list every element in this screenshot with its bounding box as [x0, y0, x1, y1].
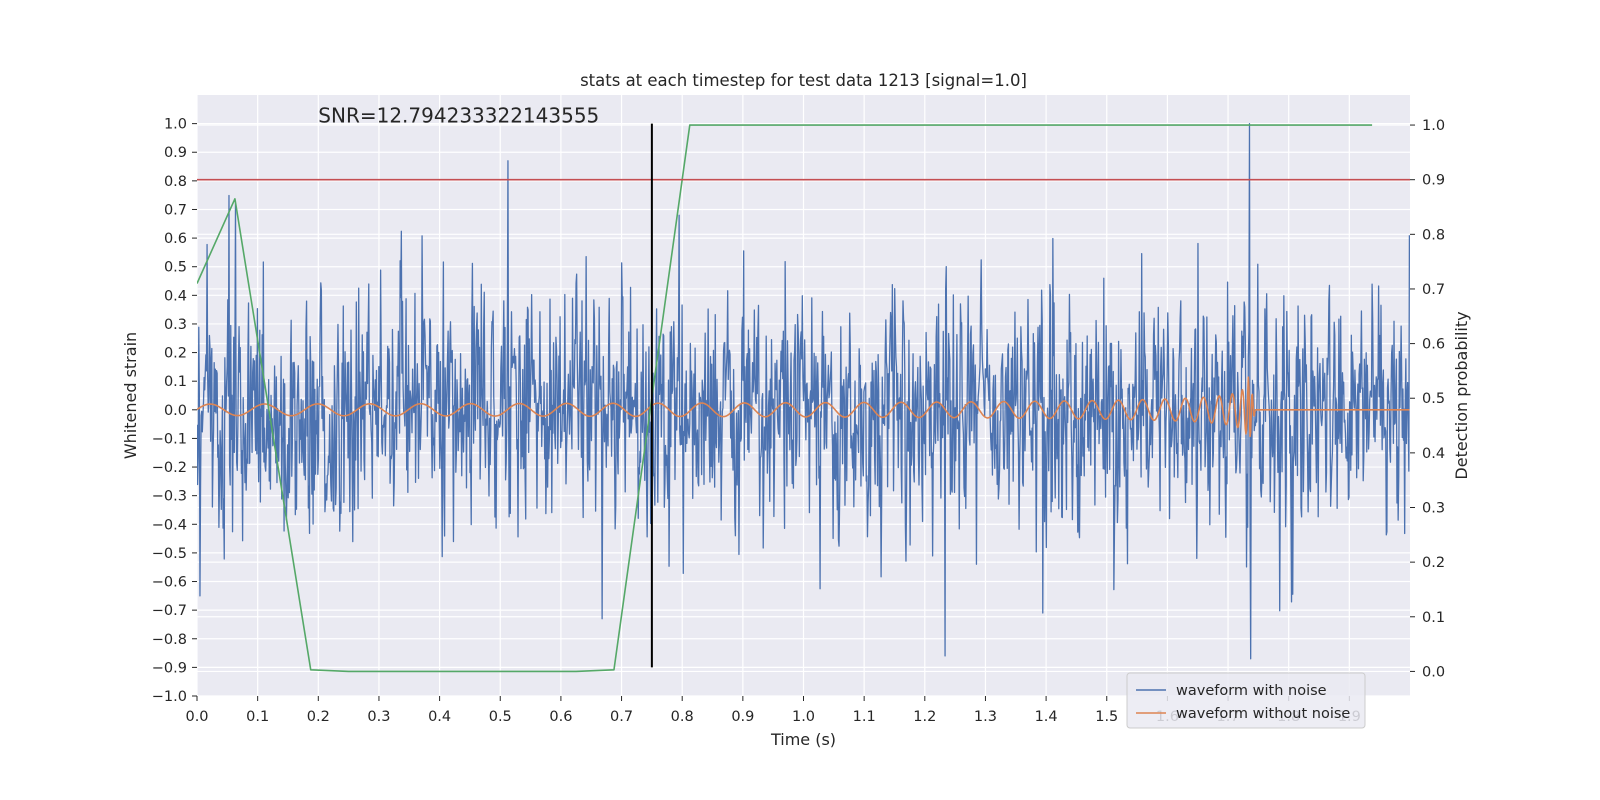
x-tick-label: 0.8 — [671, 709, 694, 725]
y-tick-label: −0.4 — [152, 517, 187, 533]
y-tick-label: 0.7 — [164, 202, 187, 218]
y-axis-label: Whitened strain — [121, 332, 140, 459]
x-tick-label: 0.4 — [428, 709, 451, 725]
y2-tick-label: 0.6 — [1422, 337, 1445, 353]
legend-label-clean: waveform without noise — [1176, 706, 1350, 722]
y2-tick-label: 0.5 — [1422, 391, 1445, 407]
y2-tick-label: 1.0 — [1422, 118, 1445, 134]
y2-tick-label: 0.4 — [1422, 446, 1445, 462]
x-tick-label: 0.9 — [731, 709, 754, 725]
y-tick-label: −1.0 — [152, 689, 187, 705]
y2-tick-label: 0.7 — [1422, 282, 1445, 298]
y-tick-label: −0.3 — [152, 489, 187, 505]
y-tick-label: 0.6 — [164, 231, 187, 247]
y-tick-label: 1.0 — [164, 117, 187, 133]
x-tick-label: 0.6 — [549, 709, 572, 725]
x-axis-label: Time (s) — [770, 730, 836, 749]
x-tick-label: 1.5 — [1095, 709, 1118, 725]
legend-box — [1126, 672, 1366, 729]
x-tick-label: 0.0 — [185, 709, 208, 725]
y-tick-label: −0.6 — [152, 575, 187, 591]
series-line-2 — [197, 124, 1373, 673]
y2-tick-label: 0.0 — [1422, 664, 1445, 680]
chart-title: stats at each timestep for test data 121… — [580, 71, 1027, 90]
x-tick-label: 0.2 — [307, 709, 330, 725]
y2-tick-label: 0.8 — [1422, 227, 1445, 243]
y-tick-label: −0.5 — [152, 546, 187, 562]
y-axis-left: −1.0 −0.9 −0.8 −0.7 −0.6 −0.5 −0.4 −0.3 −0.2 −0.1… — [152, 117, 197, 705]
legend-label-noise: waveform with noise — [1176, 683, 1327, 699]
x-tick-label: 0.7 — [610, 709, 633, 725]
x-tick-label: 1.0 — [792, 709, 815, 725]
y-tick-label: 0.3 — [164, 317, 187, 333]
y-tick-label: −0.9 — [152, 660, 187, 676]
y-tick-label: 0.0 — [164, 403, 187, 419]
y-tick-label: −0.2 — [152, 460, 187, 476]
y-tick-label: 0.9 — [164, 145, 187, 161]
legend: waveform with noise waveform without noi… — [1126, 672, 1366, 729]
series-line-1 — [197, 376, 1410, 438]
y2-axis-label: Detection probability — [1452, 311, 1471, 479]
y-tick-label: −0.7 — [152, 603, 187, 619]
y-tick-label: 0.4 — [164, 288, 187, 304]
snr-annotation: SNR=12.794233322143555 — [318, 104, 599, 128]
y2-tick-label: 0.9 — [1422, 173, 1445, 189]
x-tick-label: 1.3 — [974, 709, 997, 725]
y-tick-label: 0.2 — [164, 346, 187, 362]
x-tick-label: 1.1 — [853, 709, 876, 725]
x-tick-label: 1.2 — [913, 709, 936, 725]
y-tick-label: 0.8 — [164, 174, 187, 190]
y-tick-label: 0.1 — [164, 374, 187, 390]
y2-tick-label: 0.3 — [1422, 501, 1445, 517]
y-tick-label: 0.5 — [164, 260, 187, 276]
x-tick-label: 1.4 — [1035, 709, 1058, 725]
y2-tick-label: 0.1 — [1422, 610, 1445, 626]
series-line-0 — [197, 122, 1410, 660]
x-tick-label: 0.5 — [489, 709, 512, 725]
y2-tick-label: 0.2 — [1422, 555, 1445, 571]
series-layer — [197, 122, 1410, 673]
y-axis-right: 0.0 0.1 0.2 0.3 0.4 0.5 0.6 0.7 0.8 0.9 1.0 — [1410, 118, 1445, 680]
x-tick-label: 0.1 — [246, 709, 269, 725]
y-tick-label: −0.8 — [152, 632, 187, 648]
x-tick-label: 0.3 — [367, 709, 390, 725]
y-tick-label: −0.1 — [152, 431, 187, 447]
